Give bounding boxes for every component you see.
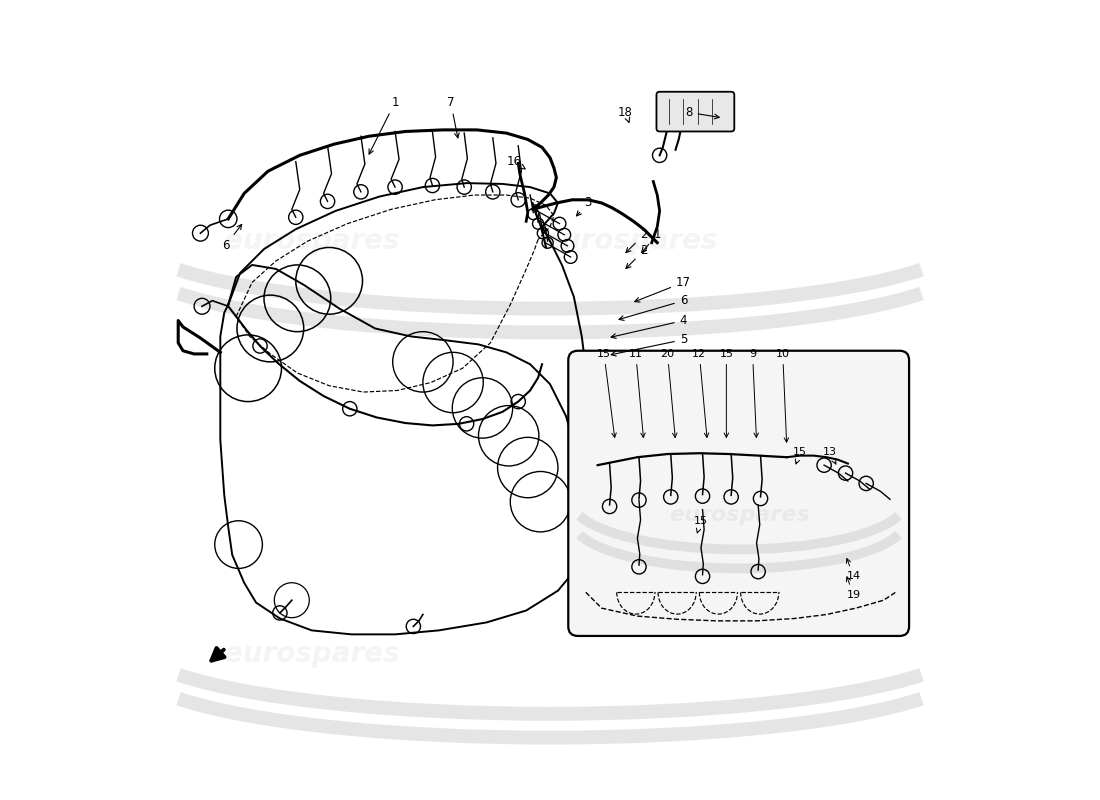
Text: 1: 1 — [370, 95, 399, 154]
Text: 20: 20 — [660, 349, 676, 438]
Text: 6: 6 — [619, 294, 688, 320]
Text: 18: 18 — [618, 106, 632, 122]
Text: 9: 9 — [749, 349, 758, 438]
Text: 1: 1 — [641, 228, 661, 253]
Text: eurospares: eurospares — [224, 640, 399, 668]
Text: 11: 11 — [629, 349, 646, 438]
Text: 4: 4 — [612, 314, 688, 338]
Text: 6: 6 — [222, 225, 242, 251]
Text: 14: 14 — [846, 558, 860, 582]
Text: 5: 5 — [612, 333, 688, 356]
Text: 8: 8 — [685, 106, 719, 119]
Text: 15: 15 — [694, 516, 708, 533]
Text: 10: 10 — [776, 349, 790, 442]
Text: 7: 7 — [447, 95, 459, 138]
FancyBboxPatch shape — [569, 350, 909, 636]
Text: eurospares: eurospares — [541, 227, 717, 255]
Text: eurospares: eurospares — [669, 505, 810, 525]
Text: 19: 19 — [846, 577, 860, 600]
Text: 15: 15 — [719, 349, 734, 438]
Text: 13: 13 — [823, 446, 837, 464]
Text: 2: 2 — [626, 244, 648, 269]
Text: eurospares: eurospares — [224, 227, 399, 255]
Text: 17: 17 — [635, 276, 691, 302]
Text: eurospares: eurospares — [621, 450, 796, 478]
Text: 3: 3 — [576, 197, 592, 216]
Text: 15: 15 — [793, 446, 807, 464]
Text: 2: 2 — [626, 228, 648, 253]
Text: 16: 16 — [507, 155, 525, 169]
Text: 15: 15 — [597, 349, 616, 438]
FancyBboxPatch shape — [657, 92, 735, 131]
Text: 12: 12 — [692, 349, 708, 438]
